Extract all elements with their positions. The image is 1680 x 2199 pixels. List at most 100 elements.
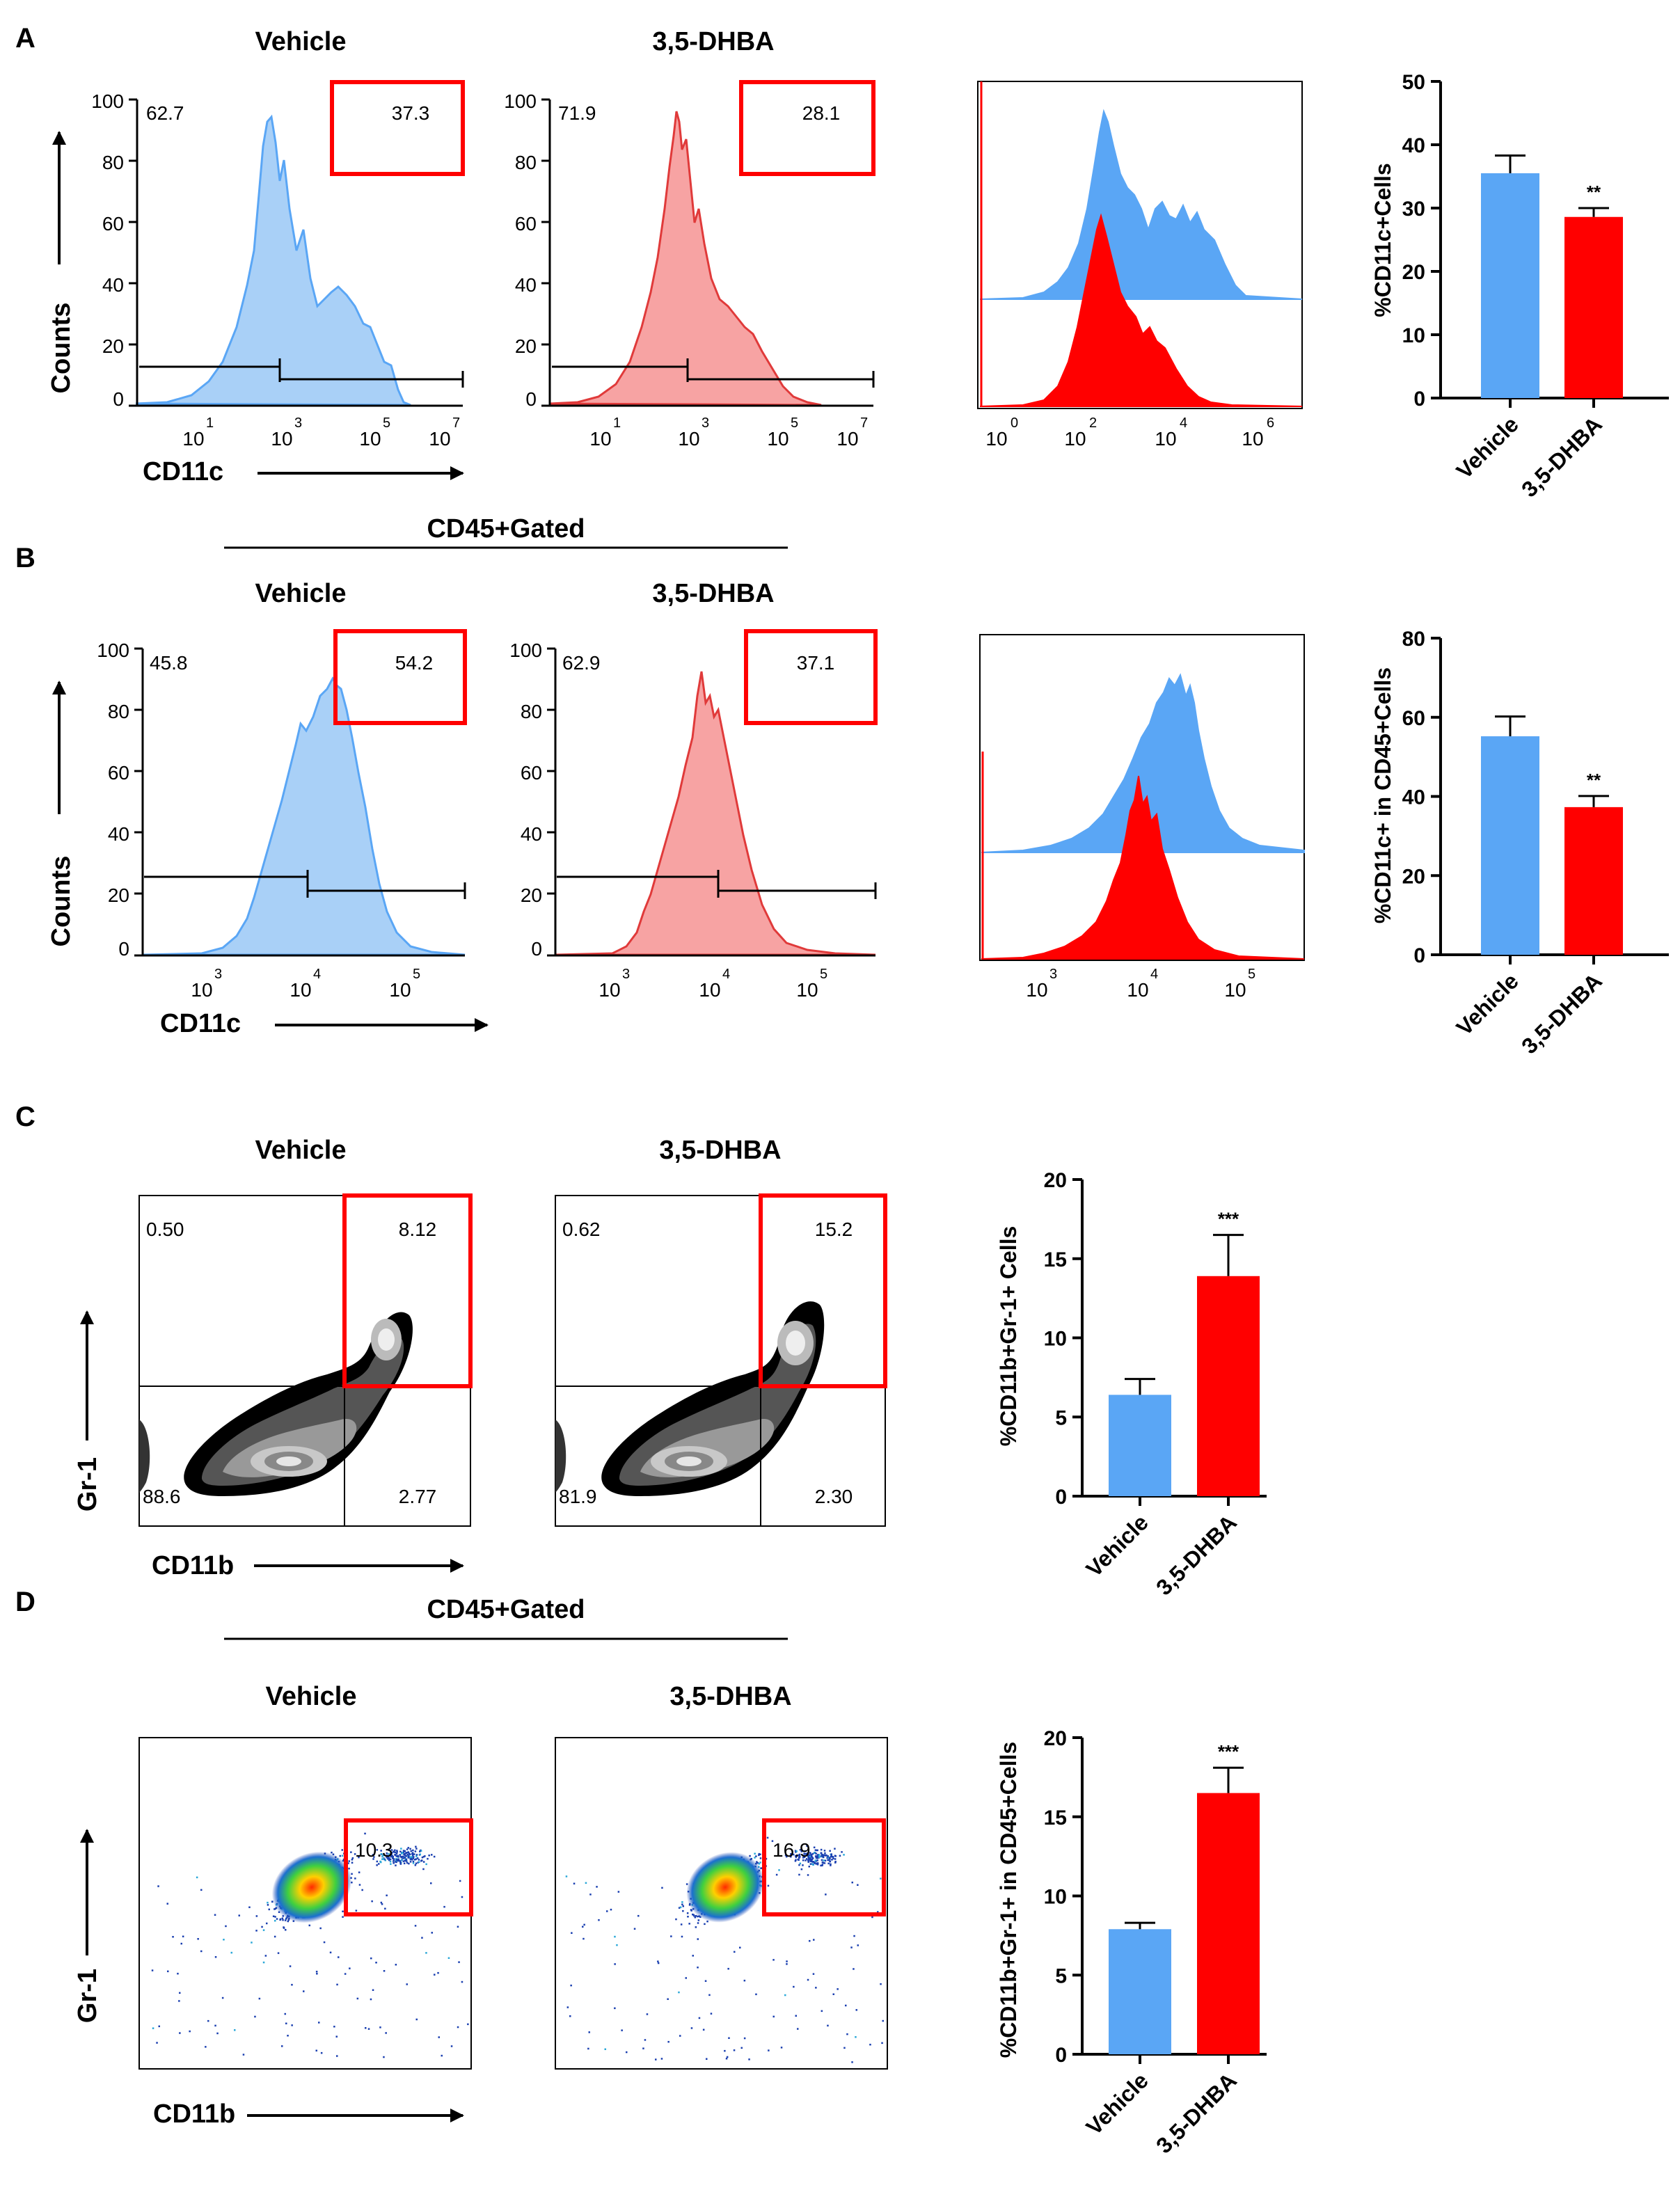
event-dot (370, 1998, 372, 2001)
event-dot (743, 2037, 746, 2040)
yticks-vehicle-b (134, 647, 143, 957)
event-dot (420, 1850, 422, 1852)
event-dot (388, 1859, 390, 1861)
category-label-d-0: Vehicle (1081, 2067, 1153, 2139)
event-dot (725, 2058, 728, 2060)
category-label-c-0: Vehicle (1081, 1509, 1153, 1581)
event-dot (238, 1914, 240, 1916)
event-dot (287, 1920, 290, 1923)
event-dot (207, 2019, 209, 2022)
event-dot (571, 1932, 573, 1934)
event-dot (851, 1881, 853, 1884)
event-dot (834, 1861, 837, 1863)
event-dot (262, 1929, 265, 1931)
bar-chart-c: 0 5 10 15 20 %CD11b+Gr-1+ Cells Vehicle3,5-DHB… (996, 1169, 1267, 1600)
event-dot (399, 1854, 401, 1856)
ytick-label-80: 80 (515, 152, 537, 173)
event-dot (267, 1901, 269, 1904)
overlay-xticks-a: 100 102 104 106 (985, 415, 1274, 450)
event-dot (793, 1853, 795, 1856)
event-dot (816, 1857, 819, 1859)
event-dot (266, 1922, 268, 1925)
bar-chart-b: 0 20 40 60 80 %CD11c+ in CD45+Cells Vehicle3,5… (1370, 628, 1669, 1058)
event-dot (318, 2022, 320, 2024)
title-dhba-b: 3,5-DHBA (652, 579, 774, 608)
event-dot (303, 1990, 305, 1992)
event-dot (361, 1889, 363, 1891)
event-dot (871, 1916, 873, 1919)
event-dot (739, 1946, 741, 1948)
event-dot (748, 2058, 750, 2061)
histogram-dhba-a: 100 80 60 40 20 0 101 103 105 107 71.9 2… (504, 80, 875, 450)
event-dot (393, 1860, 395, 1862)
event-dot (813, 1846, 816, 1848)
event-dot (381, 1903, 383, 1905)
event-dot (342, 1916, 344, 1918)
event-dot (784, 1854, 787, 1857)
event-dot (380, 1861, 382, 1864)
svg-text:6: 6 (1267, 415, 1274, 431)
event-dot (450, 2045, 453, 2047)
histogram-vehicle-a: 100 80 60 40 20 0 101 103 105 107 62.7 3… (91, 80, 465, 450)
event-dot (756, 1861, 759, 1864)
event-dot (283, 1926, 285, 1928)
event-dot (767, 1884, 770, 1887)
event-dot (375, 1962, 377, 1964)
contour-blob-dhba-c (555, 1301, 825, 1496)
event-dot (795, 1855, 797, 1857)
svg-text:10: 10 (599, 979, 620, 1001)
event-dot (395, 1857, 397, 1860)
event-dot (617, 1891, 620, 1893)
gated-label-b: CD45+Gated (427, 514, 585, 543)
svg-text:10: 10 (191, 979, 212, 1001)
event-dot (814, 1849, 817, 1851)
svg-text:10: 10 (1127, 979, 1148, 1001)
svg-text:5: 5 (413, 967, 420, 982)
gate-right-value-dhba-b: 37.1 (797, 652, 835, 674)
event-dot (425, 1863, 427, 1866)
event-dot (336, 2055, 338, 2057)
event-dot (820, 1864, 822, 1867)
svg-text:3: 3 (702, 415, 709, 431)
event-dot (830, 1856, 832, 1858)
dot-plot-vehicle-d: 10.3 (138, 1737, 473, 2070)
event-dot (754, 1852, 756, 1855)
contour-plot-vehicle-c: 0.50 8.12 88.6 2.77 (138, 1193, 473, 1527)
event-dot (811, 1852, 814, 1855)
dot-plot-dhba-d: 16.9 (555, 1737, 888, 2070)
ytick-label-60: 60 (515, 213, 537, 235)
event-dot (316, 1973, 318, 1975)
event-dot (291, 1983, 293, 1986)
event-dot (807, 1856, 809, 1859)
event-dot (315, 1971, 318, 1973)
event-dot (400, 1859, 403, 1861)
svg-text:10: 10 (182, 428, 204, 450)
event-dot (408, 1855, 410, 1857)
event-dot (740, 2047, 743, 2049)
gate-value-vehicle-d: 10.3 (355, 1839, 393, 1861)
event-dot (393, 1859, 395, 1861)
event-dot (761, 1867, 763, 1869)
gate-box-vehicle-b (333, 629, 467, 725)
event-dot (834, 1861, 837, 1864)
event-dot (214, 1914, 216, 1916)
overlay-histogram-a: 100 102 104 106 (977, 81, 1303, 450)
bar-chart-d: 0 5 10 15 20 %CD11b+Gr-1+ in CD45+Cells Vehicl… (996, 1727, 1267, 2158)
ytick-label-d-1: 5 (1055, 1964, 1067, 1987)
event-dot (405, 1855, 407, 1857)
event-dot (384, 1859, 386, 1861)
event-dot (388, 1852, 390, 1855)
event-dot (329, 1951, 332, 1953)
event-dot (221, 1996, 224, 1999)
event-dot (400, 1857, 403, 1859)
event-dot (800, 1868, 803, 1871)
event-dot (441, 2054, 443, 2057)
event-dot (698, 2017, 701, 2019)
category-label-c-1: 3,5-DHBA (1151, 1509, 1242, 1600)
event-dot (830, 1855, 832, 1857)
event-dot (386, 1852, 388, 1855)
ytick-label-100: 100 (509, 640, 542, 661)
ytick-label-60: 60 (108, 762, 129, 784)
event-dot (749, 1855, 751, 1857)
significance-c: *** (1218, 1209, 1239, 1230)
